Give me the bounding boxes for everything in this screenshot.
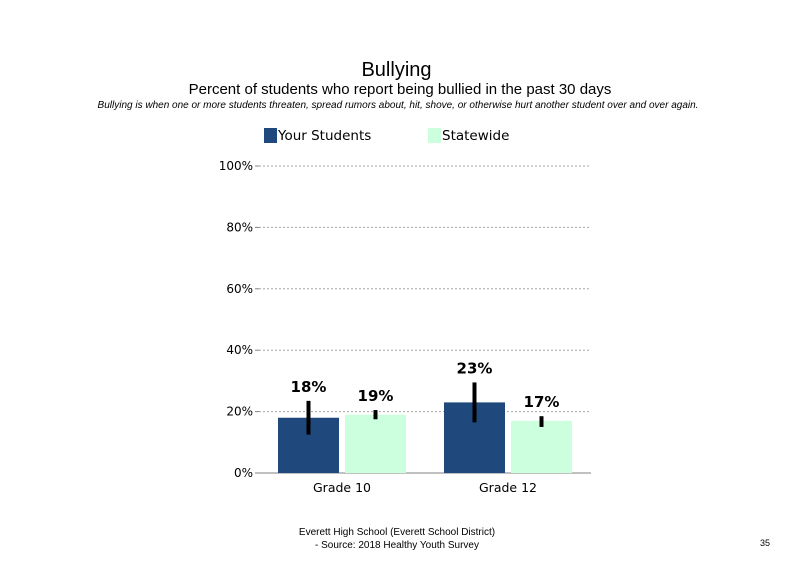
definition-note: Bullying is when one or more students th… [97, 100, 699, 111]
data-label: 18% [291, 378, 327, 396]
data-label: 17% [524, 393, 560, 411]
y-tick-label: 100% [219, 159, 253, 173]
legend-label-your-students: Your Students [278, 128, 372, 144]
y-tick-label: 40% [226, 343, 253, 357]
y-tick-label: 60% [226, 282, 253, 296]
chart-legend: Your Students Statewide [0, 127, 800, 145]
legend-swatch-your-students [264, 128, 277, 143]
y-tick-label: 20% [226, 405, 253, 419]
x-tick-label: Grade 12 [479, 480, 537, 495]
bar-statewide [511, 420, 572, 473]
page-number: 35 [760, 538, 771, 548]
footer-source: Everett High School (Everett School Dist… [0, 526, 800, 552]
legend-label-statewide: Statewide [442, 128, 510, 144]
chart-title: Bullying [361, 59, 432, 81]
y-tick-label: 80% [226, 220, 253, 234]
data-label: 19% [358, 387, 394, 405]
footer-source-line: - Source: 2018 Healthy Youth Survey [315, 540, 479, 551]
footer-school: Everett High School (Everett School Dist… [298, 527, 496, 538]
legend-swatch-statewide [428, 128, 441, 143]
x-tick-label: Grade 10 [313, 480, 371, 495]
data-label: 23% [457, 359, 493, 377]
y-tick-label: 0% [234, 466, 253, 480]
chart-subtitle: Percent of students who report being bul… [188, 81, 612, 98]
bar-statewide [345, 414, 406, 473]
